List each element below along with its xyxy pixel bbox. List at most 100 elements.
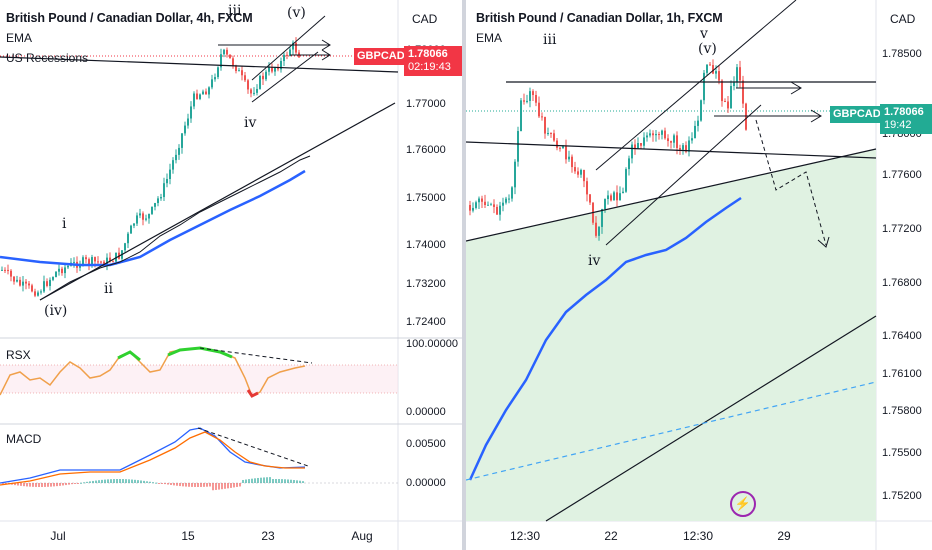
left-candle — [292, 42, 294, 50]
left-candle — [127, 233, 129, 244]
left-candle — [139, 213, 141, 216]
left-wave-label: iv — [244, 115, 256, 131]
macd-histogram-bar — [53, 483, 55, 487]
left-candle — [259, 75, 261, 89]
macd-histogram-bar — [125, 479, 127, 483]
right-currency-label[interactable]: CAD — [890, 12, 916, 26]
right-chart-panel[interactable]: 1.78500 1.78000 1.77600 1.77200 1.76800 1.764… — [466, 0, 932, 550]
left-price-tick: 1.74000 — [406, 239, 446, 251]
macd-histogram-bar — [287, 479, 289, 483]
macd-histogram-bar — [35, 483, 37, 487]
macd-histogram-bar — [155, 482, 157, 484]
macd-histogram-bar — [2, 483, 4, 484]
lightning-icon[interactable]: ⚡ — [730, 491, 756, 517]
right-candle — [607, 195, 609, 200]
macd-histogram-bar — [116, 479, 118, 483]
right-last-price-box: 1.78066 19:42 — [880, 104, 932, 134]
macd-histogram-bar — [242, 479, 244, 483]
left-candle — [241, 70, 243, 76]
left-candle — [208, 87, 210, 95]
left-support-trendline — [39, 102, 396, 301]
left-candle — [235, 65, 237, 72]
macd-histogram-bar — [275, 479, 277, 483]
left-symbol-badge: GBPCAD — [354, 48, 408, 65]
macd-histogram-bar — [17, 483, 19, 486]
left-price-tick: 1.75000 — [406, 192, 446, 204]
right-candle — [628, 158, 630, 170]
macd-histogram-bar — [227, 483, 229, 489]
macd-histogram-bar — [152, 482, 154, 484]
left-indicator-recessions[interactable]: US Recessions — [6, 51, 89, 65]
left-candle — [151, 206, 153, 214]
left-indicator-ema[interactable]: EMA — [6, 31, 33, 45]
macd-histogram-bar — [179, 483, 181, 487]
macd-histogram-bar — [302, 481, 304, 483]
right-candle — [712, 65, 714, 74]
left-candle — [286, 54, 288, 56]
right-ema-line — [468, 196, 742, 481]
right-candle — [511, 187, 513, 199]
left-chart-panel[interactable]: 1.780001.770001.760001.750001.740001.732… — [0, 0, 462, 550]
right-candle — [568, 156, 570, 160]
macd-histogram-bar — [254, 478, 256, 483]
left-candle — [67, 265, 69, 268]
rsx-overbought-segment — [167, 346, 233, 359]
right-price-tick: 1.76800 — [882, 277, 922, 289]
left-price-tick: 1.72400 — [406, 316, 446, 328]
right-candle — [487, 204, 489, 206]
right-wave-label: iii — [543, 32, 557, 48]
macd-histogram-bar — [62, 483, 64, 486]
right-candle — [574, 167, 576, 172]
macd-histogram-bar — [278, 479, 280, 483]
left-currency-label[interactable]: CAD — [412, 12, 438, 26]
macd-histogram-bar — [95, 480, 97, 483]
left-time-tick: Jul — [50, 529, 65, 543]
left-candle — [1, 269, 3, 271]
rsx-axis-tick: 0.00000 — [406, 406, 446, 418]
macd-histogram-bar — [239, 483, 241, 487]
right-candle — [640, 143, 642, 146]
right-candle — [598, 226, 600, 236]
left-candle — [223, 49, 225, 55]
rsx-label[interactable]: RSX — [6, 348, 31, 362]
macd-histogram-bar — [260, 477, 262, 483]
right-price-tick: 1.75800 — [882, 405, 922, 417]
left-candle — [7, 269, 9, 271]
macd-histogram-bar — [146, 481, 148, 483]
right-candle — [538, 102, 540, 117]
macd-signal-line — [0, 431, 305, 486]
macd-label[interactable]: MACD — [6, 432, 42, 446]
left-candle — [106, 257, 108, 266]
right-candle — [739, 67, 741, 81]
left-candle — [46, 281, 48, 286]
right-candle — [475, 202, 477, 208]
macd-histogram-bar — [257, 477, 259, 483]
right-chart-canvas[interactable]: 1.785001.780001.776001.772001.768001.764… — [466, 0, 932, 550]
right-candle — [478, 198, 480, 203]
right-candle — [682, 145, 684, 150]
macd-histogram-bar — [167, 483, 169, 485]
panel-divider[interactable] — [462, 0, 466, 550]
macd-histogram-bar — [218, 483, 220, 490]
right-candle — [724, 101, 726, 103]
left-candle — [55, 271, 57, 278]
left-arrow-head — [321, 39, 331, 51]
right-symbol-badge: GBPCAD — [830, 106, 884, 123]
left-candle — [28, 283, 30, 286]
left-candle — [193, 93, 195, 107]
macd-histogram-bar — [248, 479, 250, 483]
right-candle — [556, 140, 558, 148]
macd-histogram-bar — [296, 480, 298, 483]
left-candle — [262, 75, 264, 80]
left-candle — [184, 125, 186, 134]
right-candle — [709, 64, 711, 66]
right-candle — [661, 130, 663, 135]
macd-histogram-bar — [143, 480, 145, 483]
left-chart-canvas[interactable]: 1.780001.770001.760001.750001.740001.732… — [0, 0, 462, 550]
right-indicator-ema[interactable]: EMA — [476, 31, 503, 45]
macd-histogram-bar — [71, 483, 73, 485]
left-time-tick: Aug — [351, 529, 372, 543]
macd-histogram-bar — [83, 482, 85, 484]
macd-histogram-bar — [164, 483, 166, 485]
right-candle — [649, 133, 651, 136]
